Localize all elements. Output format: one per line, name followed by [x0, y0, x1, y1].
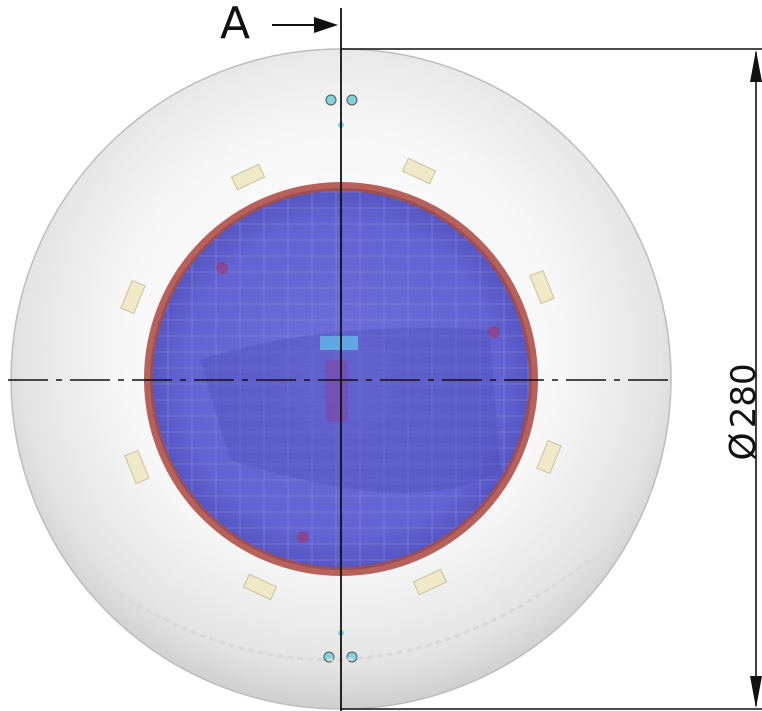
led-light: [242, 573, 278, 601]
section-label: A: [220, 0, 251, 49]
led-light: [536, 439, 562, 475]
section-arrow-head: [314, 17, 338, 33]
led-light: [120, 279, 146, 315]
screw-icon: [346, 94, 358, 106]
led-light: [230, 163, 266, 191]
center-connector: [320, 336, 358, 350]
diameter-value: 280: [724, 363, 762, 429]
marker-dot: [488, 326, 500, 338]
dimension-arrow-bottom: [750, 676, 762, 708]
led-ring: [120, 157, 562, 601]
diameter-dimension: Ø 280: [723, 363, 762, 461]
screw-icon: [325, 94, 337, 106]
led-light: [401, 157, 437, 185]
reflector-shadow: [200, 328, 500, 493]
diameter-symbol: Ø: [723, 432, 762, 461]
led-light: [412, 568, 448, 596]
center-stem: [326, 360, 348, 422]
led-light: [124, 449, 150, 485]
dimension-arrow-top: [750, 50, 762, 82]
led-light: [529, 269, 555, 305]
marker-dot: [297, 531, 309, 543]
marker-dot: [216, 262, 228, 274]
